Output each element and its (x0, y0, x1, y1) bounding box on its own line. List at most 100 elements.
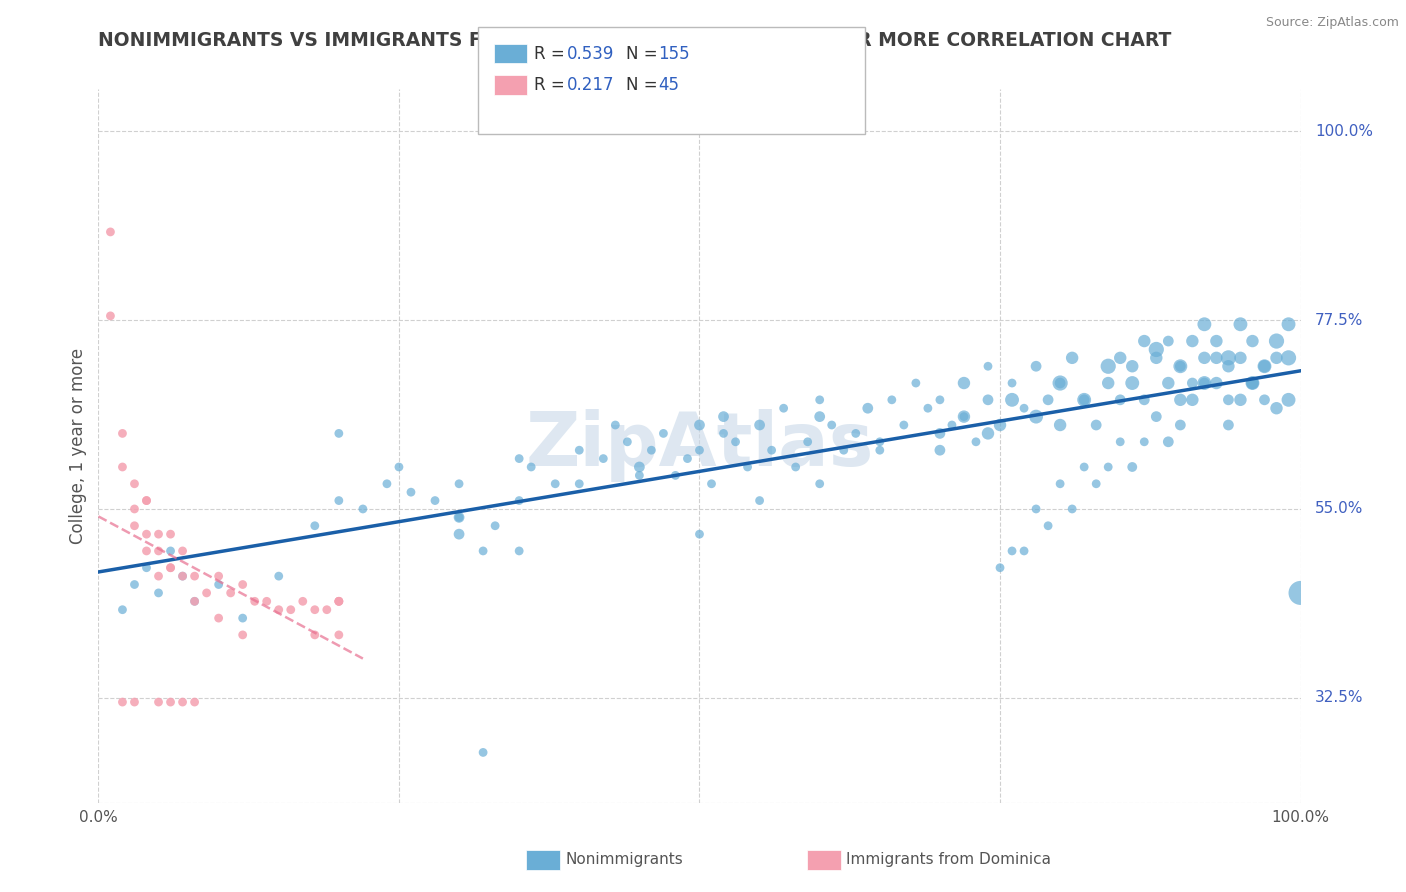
Point (941, 417, 963, 432)
Point (1049, 376, 1071, 390)
Point (640, 443, 662, 458)
Point (1144, 351, 1167, 365)
Point (399, 485, 422, 500)
Point (965, 434, 987, 449)
Point (1170, 359, 1192, 374)
Point (159, 560, 181, 574)
Point (232, 577, 254, 591)
Text: 77.5%: 77.5% (1315, 312, 1364, 327)
Point (508, 451, 530, 466)
Point (124, 476, 146, 491)
Point (111, 695, 134, 709)
Point (917, 401, 939, 416)
Point (953, 409, 976, 424)
Point (375, 476, 398, 491)
Point (856, 401, 879, 416)
Text: NONIMMIGRANTS VS IMMIGRANTS FROM DOMINICA COLLEGE, 1 YEAR OR MORE CORRELATION CH: NONIMMIGRANTS VS IMMIGRANTS FROM DOMINIC… (98, 31, 1171, 50)
Point (232, 611, 254, 625)
Point (1170, 359, 1192, 374)
Point (1157, 334, 1180, 348)
Point (124, 695, 146, 709)
Point (328, 594, 350, 608)
Point (328, 493, 350, 508)
Point (605, 417, 627, 432)
Point (1025, 502, 1047, 516)
Point (1181, 392, 1204, 407)
Point (148, 544, 170, 558)
Point (148, 569, 170, 583)
Point (664, 468, 686, 483)
Point (1218, 392, 1240, 407)
Point (447, 527, 470, 541)
Point (159, 695, 181, 709)
Point (869, 434, 891, 449)
Point (1218, 359, 1240, 374)
Text: 55.0%: 55.0% (1315, 501, 1364, 516)
Point (544, 476, 567, 491)
Point (568, 443, 591, 458)
Point (1157, 434, 1180, 449)
Point (724, 434, 747, 449)
Text: Nonimmigrants: Nonimmigrants (565, 853, 683, 867)
Point (1012, 544, 1035, 558)
Point (688, 527, 710, 541)
Point (821, 417, 844, 432)
Point (219, 586, 242, 600)
Point (1133, 434, 1156, 449)
Point (1241, 376, 1264, 390)
Point (688, 443, 710, 458)
Point (135, 544, 157, 558)
Point (1218, 417, 1240, 432)
Point (808, 476, 831, 491)
Point (208, 577, 231, 591)
Point (183, 569, 205, 583)
Point (447, 510, 470, 524)
Point (1133, 334, 1156, 348)
Point (748, 493, 770, 508)
Point (232, 628, 254, 642)
Point (328, 594, 350, 608)
Point (304, 518, 326, 533)
Point (135, 527, 157, 541)
Point (1229, 392, 1251, 407)
Point (700, 476, 723, 491)
Point (148, 695, 170, 709)
Point (135, 493, 157, 508)
Point (111, 460, 134, 475)
Point (280, 603, 302, 617)
Point (304, 603, 326, 617)
Point (893, 417, 915, 432)
Point (1218, 351, 1240, 365)
Point (1036, 518, 1059, 533)
Point (904, 376, 927, 390)
Point (748, 417, 770, 432)
Point (1121, 376, 1143, 390)
Point (520, 460, 543, 475)
Point (328, 628, 350, 642)
Point (508, 544, 530, 558)
Point (172, 569, 194, 583)
Point (135, 493, 157, 508)
Point (1036, 392, 1059, 407)
Point (183, 594, 205, 608)
Point (172, 544, 194, 558)
Point (1085, 417, 1108, 432)
Point (928, 392, 950, 407)
Point (1181, 376, 1204, 390)
Point (977, 426, 1000, 441)
Point (1025, 359, 1047, 374)
Point (304, 628, 326, 642)
Point (808, 392, 831, 407)
Text: N =: N = (626, 76, 662, 94)
Point (1109, 434, 1132, 449)
Point (1085, 476, 1108, 491)
Point (616, 434, 638, 449)
Point (652, 426, 675, 441)
Text: Immigrants from Dominica: Immigrants from Dominica (846, 853, 1052, 867)
Point (977, 392, 1000, 407)
Point (832, 443, 855, 458)
Point (772, 401, 794, 416)
Point (1144, 409, 1167, 424)
Point (172, 695, 194, 709)
Point (1097, 359, 1119, 374)
